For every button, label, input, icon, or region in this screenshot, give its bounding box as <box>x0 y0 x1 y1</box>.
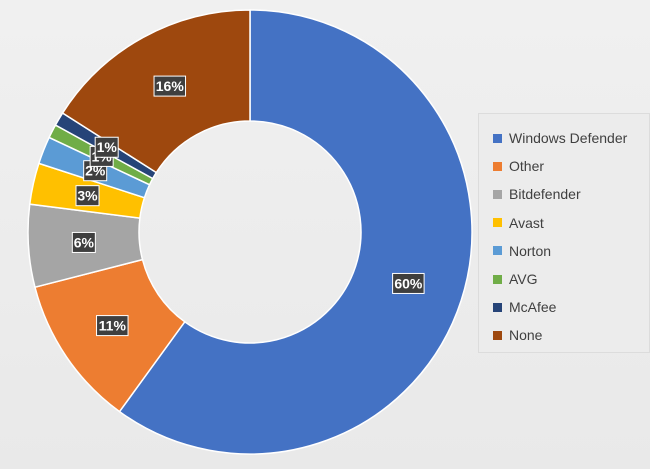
legend-swatch <box>493 330 502 340</box>
svg-text:16%: 16% <box>156 78 185 94</box>
svg-text:60%: 60% <box>394 275 423 291</box>
legend-item-windows-defender: Windows Defender <box>493 124 649 152</box>
legend-label: AVG <box>509 271 538 288</box>
legend-label: Other <box>509 158 545 175</box>
legend-item-mcafee: McAfee <box>493 293 649 321</box>
legend-label: Windows Defender <box>509 130 628 147</box>
legend-item-bitdefender: Bitdefender <box>493 180 649 208</box>
legend-swatch <box>493 161 502 171</box>
data-label-windows-defender: 60% <box>392 272 425 294</box>
legend-swatch <box>493 274 502 284</box>
legend-swatch <box>493 302 502 312</box>
svg-text:1%: 1% <box>97 139 118 155</box>
data-label-none: 16% <box>153 75 187 97</box>
data-labels: 60%11%6%3%2%1%1%16% <box>71 75 425 337</box>
legend-label: Bitdefender <box>509 186 581 203</box>
legend-item-norton: Norton <box>493 237 649 265</box>
legend: Windows Defender Other Bitdefender Avast Nor… <box>478 113 650 353</box>
legend-item-other: Other <box>493 152 649 180</box>
legend-swatch <box>493 246 502 256</box>
legend-label: McAfee <box>509 299 557 316</box>
svg-text:3%: 3% <box>77 188 98 204</box>
slice-windows-defender <box>118 9 473 455</box>
legend-item-avast: Avast <box>493 209 649 237</box>
legend-label: None <box>509 327 543 344</box>
legend-label: Norton <box>509 242 552 259</box>
legend-item-avg: AVG <box>493 265 649 293</box>
legend-swatch <box>493 218 502 228</box>
data-label-avast: 3% <box>75 185 100 207</box>
legend-swatch <box>493 133 502 143</box>
svg-text:11%: 11% <box>99 318 127 334</box>
legend-item-none: None <box>493 321 649 349</box>
legend-swatch <box>493 189 502 199</box>
legend-label: Avast <box>509 214 544 231</box>
data-label-mcafee: 1% <box>94 136 119 158</box>
data-label-bitdefender: 6% <box>71 231 96 253</box>
svg-text:6%: 6% <box>74 234 95 250</box>
data-label-other: 11% <box>96 315 129 337</box>
